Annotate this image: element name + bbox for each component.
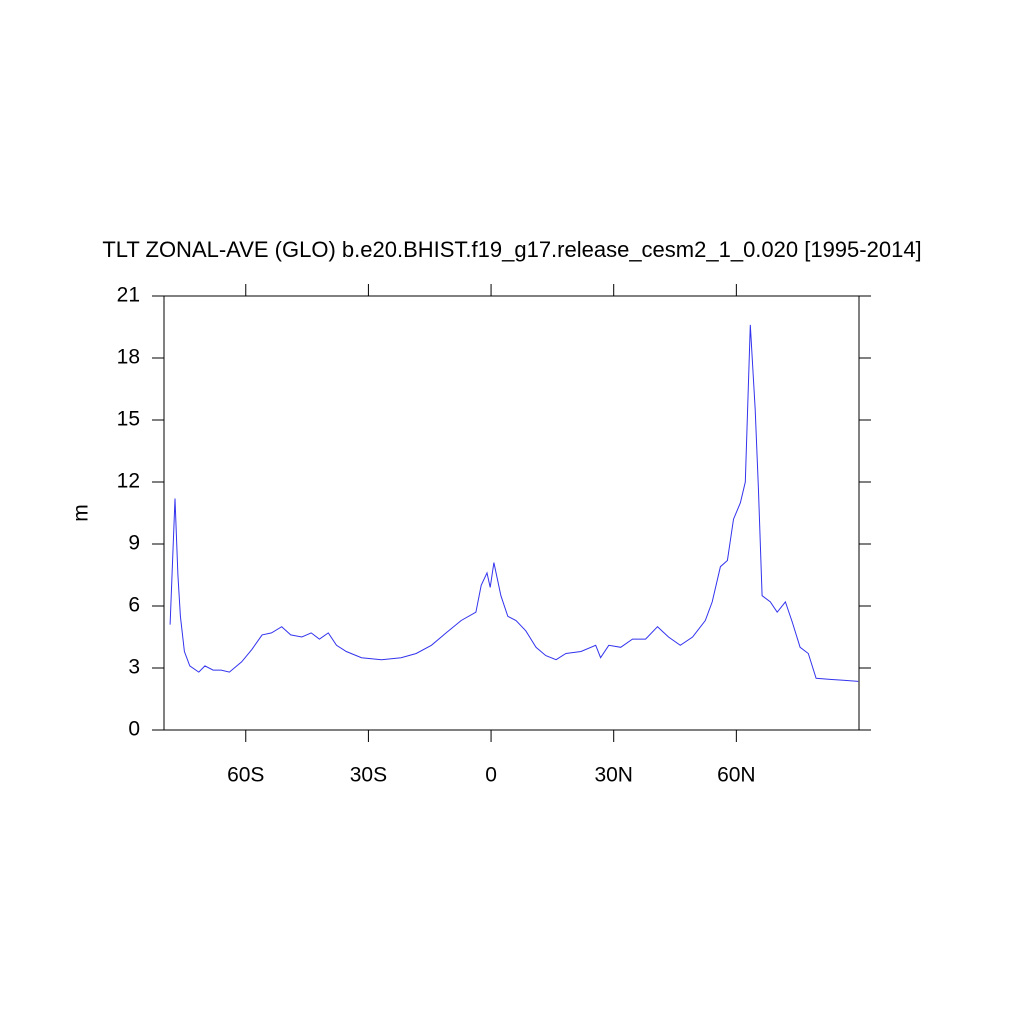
x-tick-label: 0	[485, 764, 497, 787]
y-tick-label: 15	[117, 408, 140, 431]
x-tick-label: 30S	[350, 764, 387, 787]
plot-frame	[163, 295, 860, 731]
y-tick-label: 6	[128, 594, 140, 617]
y-tick-label: 18	[117, 346, 140, 369]
y-tick-label: 9	[128, 532, 140, 555]
y-tick-label: 12	[117, 470, 140, 493]
y-axis-label: m	[70, 504, 93, 522]
data-line	[169, 324, 859, 682]
y-tick-label: 21	[117, 284, 140, 307]
x-tick-label: 60S	[227, 764, 264, 787]
y-tick-label: 0	[128, 718, 140, 741]
y-tick-label: 3	[128, 656, 140, 679]
x-tick-label: 60N	[717, 764, 756, 787]
x-tick-label: 30N	[594, 764, 633, 787]
chart-title: TLT ZONAL-AVE (GLO) b.e20.BHIST.f19_g17.…	[102, 237, 921, 262]
